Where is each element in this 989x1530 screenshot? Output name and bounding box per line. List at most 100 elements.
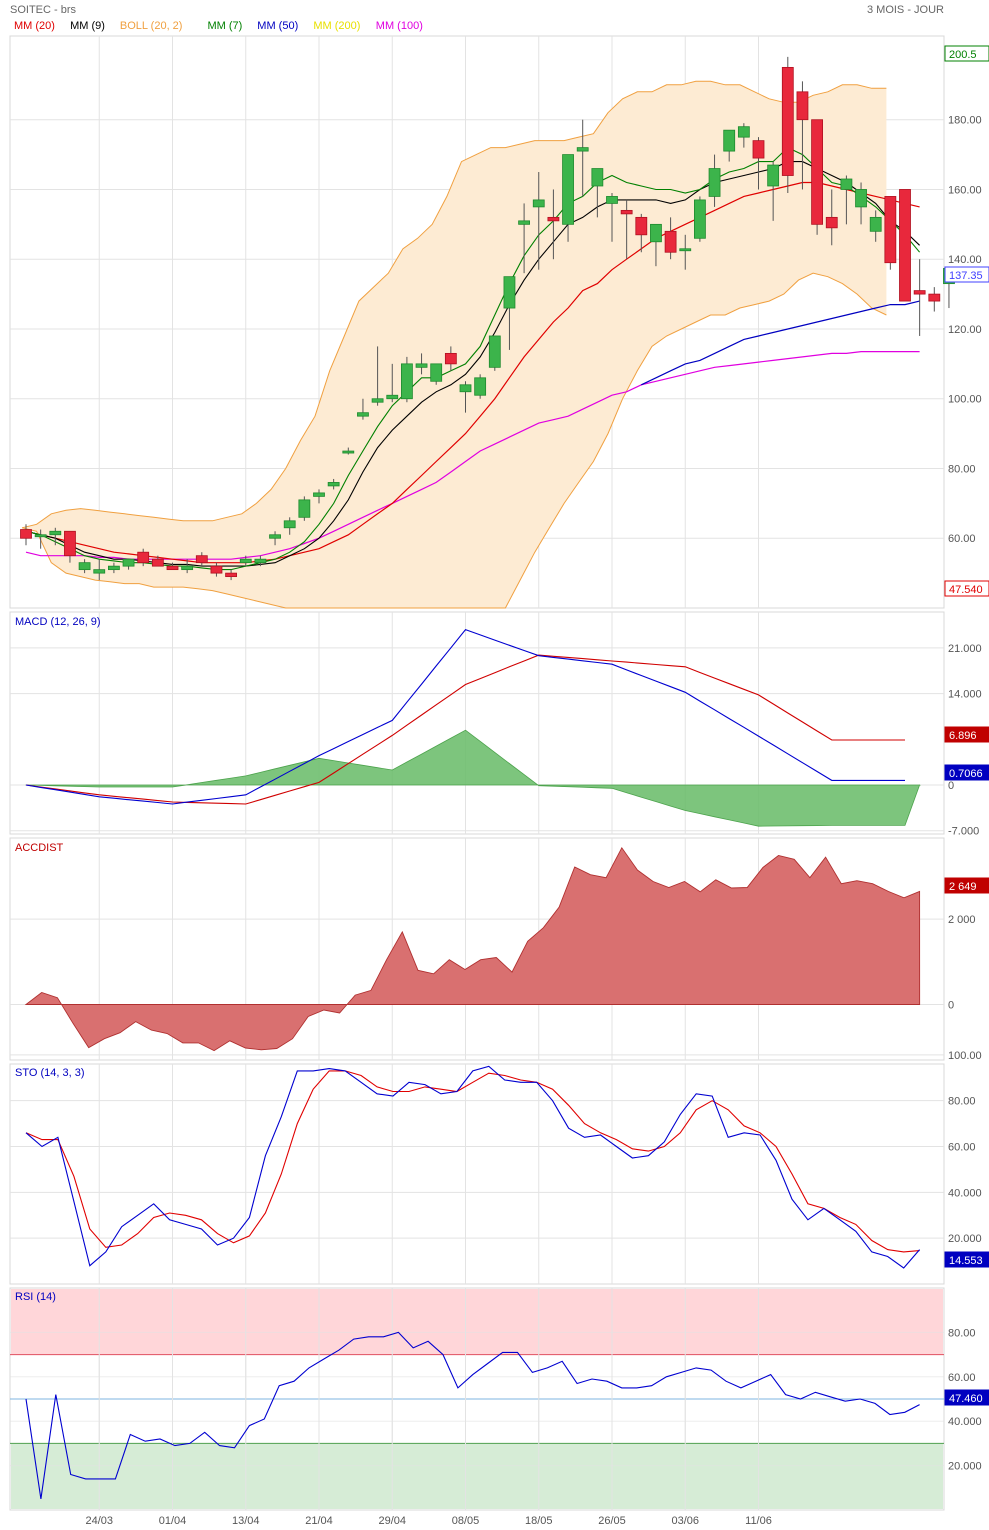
- candle-body: [869, 216, 882, 232]
- x-tick-label: 01/04: [159, 1515, 187, 1527]
- candle-body: [357, 412, 369, 417]
- rsi-y-tick: 60.00: [948, 1372, 976, 1384]
- chart-period: 3 MOIS - JOUR: [867, 4, 944, 16]
- sto-k-line: [25, 1065, 921, 1269]
- candle-body: [239, 558, 252, 564]
- macd-badge-macd-bg: [944, 764, 989, 781]
- candle-body: [151, 558, 164, 567]
- price-legend: MM (20) MM (9) BOLL (20, 2) MM (7) MM (50) MM…: [14, 20, 423, 32]
- price-badge-high-bg: [944, 45, 989, 62]
- price-y-tick: 140.00: [948, 254, 982, 266]
- candle-body: [225, 572, 238, 578]
- rsi-y-tick: 80.00: [948, 1327, 976, 1339]
- candle-body: [93, 569, 106, 574]
- x-axis-ticks: 24/03 01/04 13/04 21/04 29/04 08/05 18/05 26/05…: [85, 1515, 771, 1527]
- accdist-area: [24, 846, 921, 1052]
- candle-body: [459, 384, 472, 393]
- macd-badge-macd: 0.7066: [949, 768, 983, 780]
- price-y-tick: 80.00: [948, 463, 976, 475]
- candle-body: [488, 335, 501, 368]
- accdist-panel: 2 000 0 ACCDIST 2 649: [9, 837, 989, 1061]
- rsi-y-tick: 40.000: [948, 1416, 982, 1428]
- candle-body: [415, 363, 428, 368]
- candle-body: [444, 352, 457, 365]
- accdist-y-tick: 0: [948, 1000, 954, 1012]
- candle-body: [503, 276, 516, 309]
- candle-body: [313, 492, 325, 497]
- candle-body: [122, 558, 135, 567]
- candle-body: [49, 530, 62, 536]
- bollinger-band-fill: [22, 81, 887, 609]
- candle-body: [796, 91, 809, 121]
- candle-body: [342, 450, 355, 454]
- macd-signal-line: [25, 654, 905, 805]
- candle-body: [855, 189, 867, 208]
- candle-body: [591, 168, 604, 187]
- legend-entry: MM (20): [14, 20, 55, 32]
- price-y-tick: 180.00: [948, 115, 982, 127]
- candle-body: [737, 126, 750, 138]
- price-y-tick: 100.00: [948, 394, 982, 406]
- candle-body: [430, 363, 443, 382]
- candle-body: [371, 398, 384, 403]
- rsi-y-tick: 20.000: [948, 1461, 982, 1473]
- candle-body: [884, 196, 897, 264]
- sto-d-line: [25, 1070, 920, 1253]
- macd-y-tick: 21.000: [948, 643, 982, 655]
- candle-body: [137, 551, 150, 564]
- candle-body: [210, 565, 223, 574]
- candle-body: [913, 290, 926, 295]
- candle-body: [269, 534, 281, 539]
- candle-body: [64, 530, 76, 557]
- legend-entry: MM (9): [70, 20, 105, 32]
- candle-body: [20, 529, 32, 539]
- sto-label: STO (14, 3, 3): [15, 1067, 85, 1079]
- x-tick-label: 24/03: [85, 1515, 113, 1527]
- accdist-label: ACCDIST: [15, 842, 64, 854]
- x-tick-label: 03/06: [671, 1515, 699, 1527]
- candle-body: [679, 248, 692, 252]
- legend-entry: MM (50): [257, 20, 298, 32]
- macd-panel: 21.000 14.000 0 -7.000 MACD (12, 26, 9) 6.896…: [9, 611, 989, 838]
- candle-body: [474, 377, 487, 396]
- candle-body: [78, 562, 91, 571]
- chart-header: SOITEC - brs 3 MOIS - JOUR: [10, 4, 944, 16]
- x-tick-label: 26/05: [598, 1515, 626, 1527]
- candle-body: [518, 220, 530, 225]
- candle-body: [664, 230, 677, 253]
- accdist-y-tick: 2 000: [948, 914, 976, 926]
- sto-badge-bg: [944, 1251, 989, 1268]
- accdist-badge: 2 649: [949, 881, 977, 893]
- macd-badge-signal: 6.896: [949, 730, 977, 742]
- sto-y-tick: 40.000: [948, 1187, 982, 1199]
- candle-body: [195, 555, 208, 564]
- macd-y-tick: -7.000: [948, 826, 979, 838]
- sto-y-tick: 100.00: [948, 1050, 982, 1062]
- price-badge-last-bg: [944, 266, 989, 283]
- bollinger-upper-line: [21, 80, 887, 529]
- candle-body: [752, 140, 765, 159]
- price-y-tick: 120.00: [948, 324, 982, 336]
- sto-y-tick: 80.00: [948, 1096, 976, 1108]
- candle-body: [840, 178, 853, 190]
- candle-body: [899, 189, 911, 302]
- rsi-overbought-zone: [11, 1289, 943, 1355]
- price-badge-last: 137.35: [949, 270, 983, 282]
- candle-body: [283, 520, 296, 529]
- candle-body: [694, 199, 706, 239]
- sto-frame: [9, 1063, 945, 1285]
- candle-body: [547, 216, 560, 222]
- macd-line: [25, 628, 905, 805]
- candle-body: [620, 209, 633, 215]
- rsi-badge: 47.460: [949, 1393, 983, 1405]
- candle-body: [34, 534, 47, 538]
- candle-body: [723, 129, 736, 152]
- rsi-panel: 80.00 60.00 40.000 20.000 RSI (14) 47.460: [9, 1287, 989, 1511]
- candle-body: [108, 565, 120, 571]
- candle-body: [298, 499, 311, 518]
- x-tick-label: 08/05: [452, 1515, 480, 1527]
- macd-y-tick: 0: [948, 780, 954, 792]
- price-y-tick: 60.00: [948, 533, 976, 545]
- x-tick-label: 13/04: [232, 1515, 260, 1527]
